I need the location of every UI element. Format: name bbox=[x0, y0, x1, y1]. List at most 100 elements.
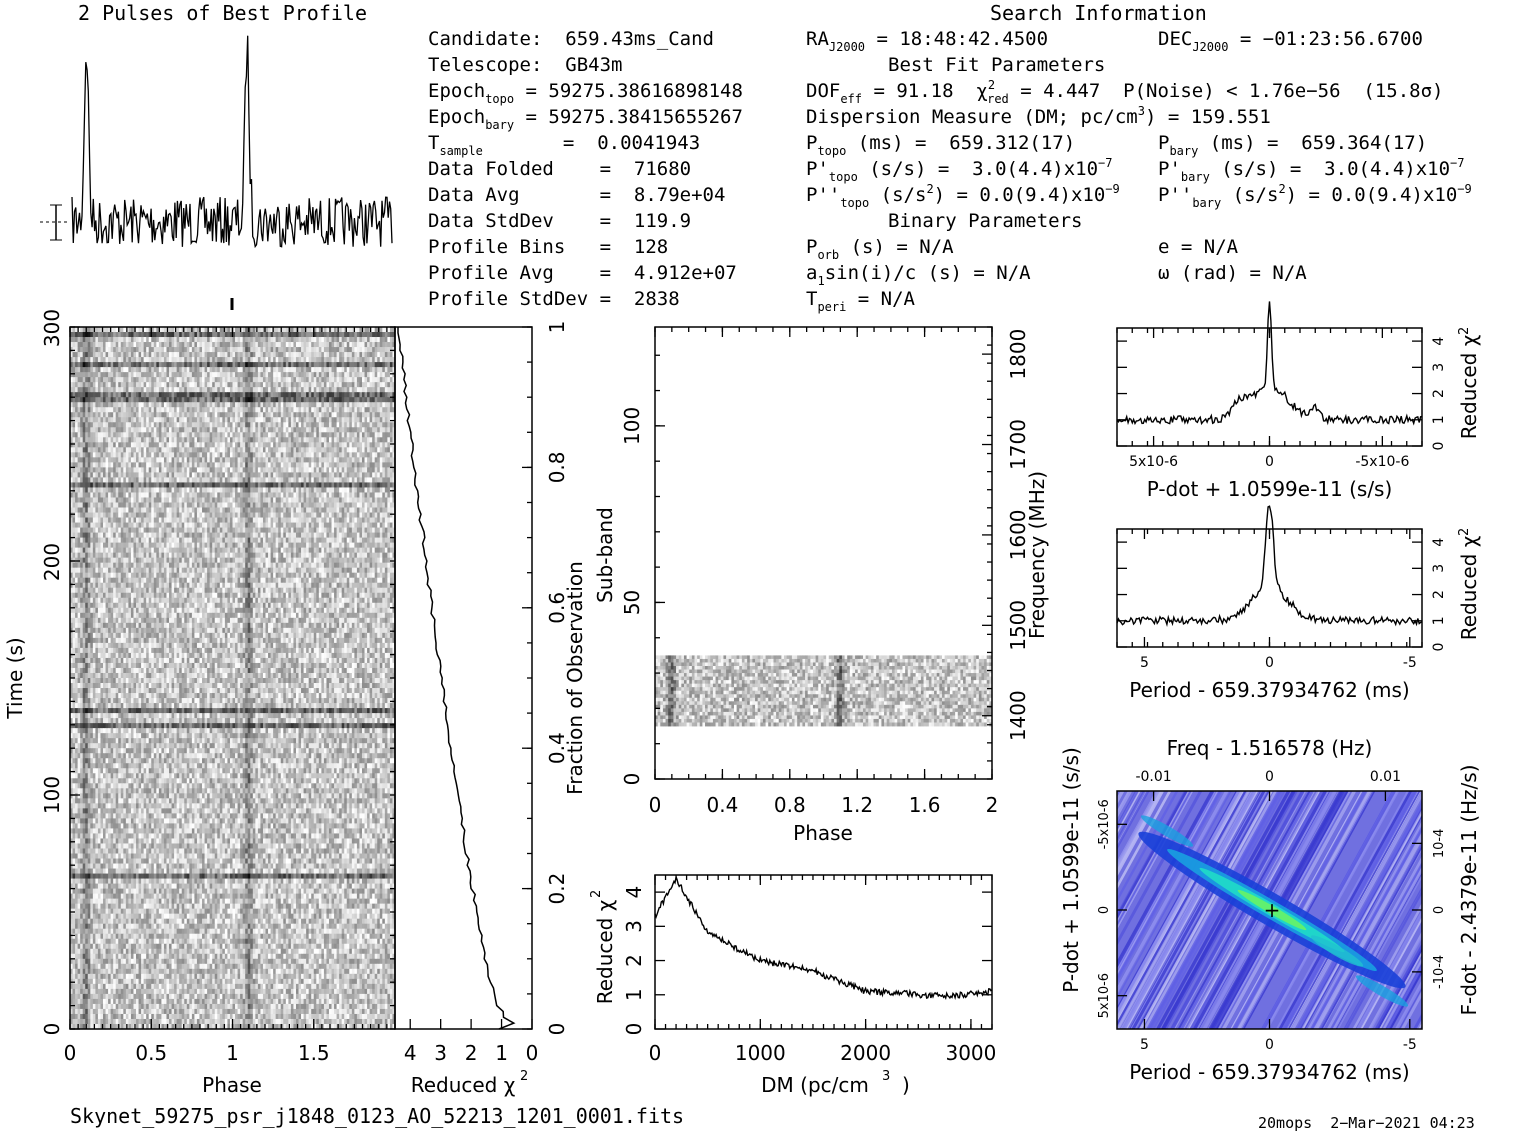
heat-cell bbox=[156, 367, 159, 372]
heat-cell bbox=[106, 337, 109, 342]
heat-cell bbox=[248, 377, 251, 382]
heat-cell bbox=[268, 477, 271, 482]
heat-cell bbox=[380, 372, 383, 377]
heat-cell bbox=[131, 377, 134, 382]
heat-cell bbox=[258, 492, 261, 497]
heat-cell bbox=[337, 412, 340, 417]
heat-cell bbox=[380, 482, 383, 487]
heat-cell bbox=[273, 382, 276, 387]
heat-cell bbox=[357, 347, 360, 352]
heat-cell bbox=[161, 352, 164, 357]
heat-cell bbox=[321, 452, 324, 457]
heat-cell bbox=[164, 387, 167, 392]
heat-cell bbox=[194, 462, 197, 467]
heat-cell bbox=[382, 518, 385, 523]
heat-cell bbox=[73, 492, 76, 497]
heat-cell bbox=[217, 442, 220, 447]
heat-cell bbox=[377, 347, 380, 352]
heat-cell bbox=[286, 407, 289, 412]
heat-cell bbox=[248, 422, 251, 427]
heat-cell bbox=[217, 367, 220, 372]
heat-cell bbox=[179, 417, 182, 422]
heat-cell bbox=[319, 382, 322, 387]
heat-cell bbox=[179, 487, 182, 492]
heat-cell bbox=[123, 392, 126, 397]
heat-cell bbox=[299, 442, 302, 447]
heat-cell bbox=[199, 432, 202, 437]
heat-cell bbox=[118, 387, 121, 392]
heat-cell bbox=[238, 503, 241, 508]
heat-cell bbox=[73, 503, 76, 508]
heat-cell bbox=[172, 457, 175, 462]
heat-cell bbox=[111, 513, 114, 518]
heat-cell bbox=[141, 492, 144, 497]
heat-cell bbox=[144, 477, 147, 482]
heat-cell bbox=[116, 367, 119, 372]
heat-cell bbox=[194, 412, 197, 417]
heat-cell bbox=[215, 377, 218, 382]
heat-cell bbox=[273, 492, 276, 497]
heat-cell bbox=[95, 437, 98, 442]
heat-cell bbox=[278, 497, 281, 502]
heat-cell bbox=[281, 462, 284, 467]
heat-cell bbox=[161, 467, 164, 472]
heat-cell bbox=[263, 513, 266, 518]
heat-cell bbox=[187, 503, 190, 508]
heat-cell bbox=[248, 412, 251, 417]
heat-cell bbox=[255, 477, 258, 482]
heat-cell bbox=[293, 392, 296, 397]
heat-cell bbox=[210, 417, 213, 422]
heat-cell bbox=[299, 447, 302, 452]
heat-cell bbox=[194, 477, 197, 482]
heat-cell bbox=[278, 452, 281, 457]
heat-cell bbox=[174, 382, 177, 387]
heat-cell bbox=[179, 327, 182, 332]
heat-cell bbox=[288, 377, 291, 382]
heat-cell bbox=[164, 342, 167, 347]
heat-cell bbox=[90, 492, 93, 497]
heat-cell bbox=[258, 327, 261, 332]
heat-cell bbox=[88, 382, 91, 387]
heat-cell bbox=[281, 442, 284, 447]
heat-cell bbox=[215, 392, 218, 397]
heat-cell bbox=[222, 347, 225, 352]
heat-cell bbox=[367, 407, 370, 412]
heat-cell bbox=[253, 472, 256, 477]
heat-cell bbox=[299, 387, 302, 392]
heat-cell bbox=[192, 422, 195, 427]
heat-cell bbox=[319, 342, 322, 347]
heat-cell bbox=[149, 397, 152, 402]
heat-cell bbox=[172, 437, 175, 442]
heat-cell bbox=[268, 482, 271, 487]
heat-cell bbox=[103, 352, 106, 357]
heat-cell bbox=[88, 503, 91, 508]
heat-cell bbox=[103, 382, 106, 387]
heat-cell bbox=[339, 367, 342, 372]
heat-cell bbox=[329, 508, 332, 513]
heat-cell bbox=[111, 352, 114, 357]
heat-cell bbox=[73, 452, 76, 457]
heat-cell bbox=[108, 362, 111, 367]
heat-cell bbox=[390, 412, 393, 417]
heat-cell bbox=[149, 513, 152, 518]
heat-cell bbox=[372, 347, 375, 352]
heat-cell bbox=[205, 497, 208, 502]
heat-cell bbox=[93, 367, 96, 372]
heat-cell bbox=[88, 492, 91, 497]
heat-cell bbox=[123, 472, 126, 477]
heat-cell bbox=[220, 508, 223, 513]
heat-cell bbox=[365, 417, 368, 422]
heat-cell bbox=[321, 487, 324, 492]
heat-cell bbox=[144, 347, 147, 352]
heat-cell bbox=[347, 513, 350, 518]
heat-cell bbox=[337, 508, 340, 513]
heat-cell bbox=[222, 392, 225, 397]
heat-cell bbox=[98, 362, 101, 367]
heat-cell bbox=[154, 357, 157, 362]
heat-cell bbox=[106, 357, 109, 362]
heat-cell bbox=[98, 422, 101, 427]
heat-cell bbox=[344, 518, 347, 523]
heat-cell bbox=[212, 432, 215, 437]
heat-cell bbox=[136, 347, 139, 352]
heat-cell bbox=[131, 347, 134, 352]
